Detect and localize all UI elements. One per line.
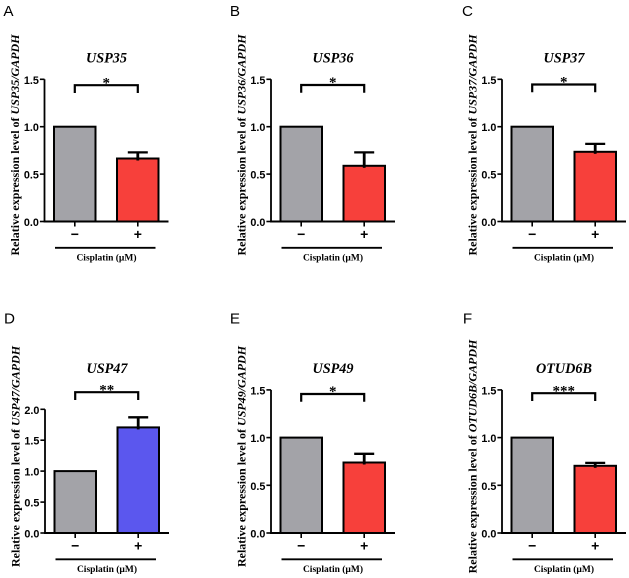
svg-text:Cisplatin (µM): Cisplatin (µM) — [303, 252, 363, 263]
svg-text:E: E — [230, 311, 240, 328]
svg-text:Relative expression level of O: Relative expression level of OTUD6B/GAPD… — [466, 339, 480, 573]
svg-text:USP47: USP47 — [87, 361, 129, 377]
svg-text:+: + — [134, 538, 142, 554]
svg-text:OTUD6B: OTUD6B — [536, 361, 592, 377]
svg-text:0.5: 0.5 — [481, 170, 496, 182]
svg-text:1.5: 1.5 — [481, 75, 496, 87]
svg-text:A: A — [3, 3, 14, 20]
svg-text:1.0: 1.0 — [481, 122, 496, 134]
svg-text:1.0: 1.0 — [24, 122, 39, 134]
svg-text:−: − — [297, 226, 305, 242]
svg-text:+: + — [591, 226, 599, 242]
svg-text:0.0: 0.0 — [481, 529, 496, 541]
svg-text:Relative expression level of U: Relative expression level of USP35/GAPDH — [8, 34, 22, 256]
svg-text:Relative expression level of U: Relative expression level of USP49/GAPDH — [235, 345, 249, 567]
svg-text:0.5: 0.5 — [250, 170, 265, 182]
svg-text:0.0: 0.0 — [250, 217, 265, 229]
svg-text:0.0: 0.0 — [250, 529, 265, 541]
svg-text:USP37: USP37 — [544, 51, 586, 67]
svg-text:Cisplatin (µM): Cisplatin (µM) — [534, 252, 594, 263]
svg-text:1.0: 1.0 — [481, 433, 496, 445]
svg-text:*: * — [560, 75, 568, 91]
svg-text:0.5: 0.5 — [481, 481, 496, 493]
svg-text:1.5: 1.5 — [24, 75, 39, 87]
svg-text:Cisplatin (µM): Cisplatin (µM) — [534, 564, 594, 575]
svg-text:−: − — [71, 538, 79, 554]
svg-text:Relative expression level of U: Relative expression level of USP36/GAPDH — [235, 34, 249, 256]
svg-text:0.5: 0.5 — [24, 498, 39, 510]
svg-text:+: + — [360, 226, 368, 242]
svg-text:1.5: 1.5 — [481, 385, 496, 397]
svg-text:0.0: 0.0 — [481, 217, 496, 229]
svg-text:1.5: 1.5 — [250, 75, 265, 87]
svg-text:*: * — [102, 75, 110, 91]
svg-text:Relative expression level of U: Relative expression level of USP37/GAPDH — [466, 34, 480, 256]
svg-text:1.0: 1.0 — [250, 122, 265, 134]
svg-text:*: * — [329, 384, 337, 400]
svg-text:USP36: USP36 — [313, 51, 355, 67]
svg-text:*: * — [329, 75, 337, 91]
svg-text:−: − — [528, 226, 536, 242]
svg-text:**: ** — [99, 382, 114, 398]
svg-text:1.0: 1.0 — [24, 467, 39, 479]
svg-text:USP35: USP35 — [86, 51, 127, 67]
svg-text:Cisplatin (µM): Cisplatin (µM) — [76, 252, 136, 263]
svg-text:Cisplatin (µM): Cisplatin (µM) — [77, 564, 137, 575]
svg-text:D: D — [4, 311, 15, 328]
svg-text:−: − — [71, 226, 79, 242]
svg-text:0.0: 0.0 — [24, 529, 39, 541]
svg-text:USP49: USP49 — [313, 361, 354, 377]
svg-text:0.0: 0.0 — [24, 217, 39, 229]
svg-text:0.5: 0.5 — [24, 170, 39, 182]
svg-text:1.5: 1.5 — [24, 436, 39, 448]
svg-text:+: + — [591, 538, 599, 554]
svg-text:Relative expression level of U: Relative expression level of USP47/GAPDH — [9, 345, 23, 567]
svg-text:C: C — [462, 3, 473, 20]
svg-text:B: B — [230, 3, 240, 20]
svg-text:+: + — [134, 226, 142, 242]
svg-text:0.5: 0.5 — [250, 481, 265, 493]
svg-text:+: + — [360, 538, 368, 554]
svg-text:−: − — [297, 538, 305, 554]
svg-text:F: F — [463, 311, 472, 328]
svg-text:1.5: 1.5 — [250, 385, 265, 397]
svg-text:Cisplatin (µM): Cisplatin (µM) — [303, 564, 363, 575]
svg-text:−: − — [528, 538, 536, 554]
svg-text:2.0: 2.0 — [24, 405, 39, 417]
svg-text:1.0: 1.0 — [250, 433, 265, 445]
svg-text:***: *** — [553, 383, 576, 399]
